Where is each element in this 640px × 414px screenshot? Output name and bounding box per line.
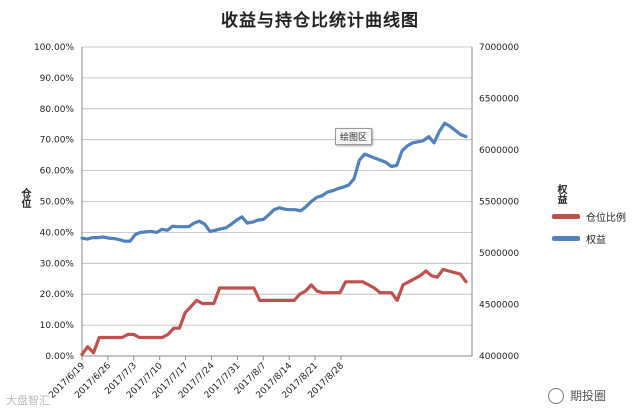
legend-swatch-equity [552, 235, 580, 241]
series-line-equity [80, 121, 468, 243]
right-tick-label: 5500000 [479, 198, 519, 208]
watermark-left: 大盘智汇 [6, 394, 50, 407]
left-tick-label: 90.00% [40, 74, 75, 84]
legend-item-position: 仓位比例 [552, 205, 626, 227]
legend: 仓位比例 权益 [552, 205, 626, 249]
series-line-position [80, 267, 468, 357]
right-tick-label: 6500000 [479, 95, 519, 105]
right-tick-label: 4500000 [479, 301, 519, 311]
left-tick-label: 80.00% [40, 105, 75, 115]
wechat-icon [548, 387, 564, 404]
left-tick-label: 20.00% [40, 290, 75, 300]
left-tick-label: 40.00% [40, 228, 75, 238]
legend-item-equity: 权益 [552, 227, 626, 249]
left-tick-label: 30.00% [40, 259, 75, 269]
right-tick-label: 7000000 [479, 43, 519, 53]
legend-label-position: 仓位比例 [586, 212, 626, 224]
left-tick-label: 70.00% [40, 136, 75, 146]
legend-swatch-position [552, 213, 580, 219]
plot-area-label: 绘图区 [335, 128, 373, 145]
watermark-right: 期投圈 [548, 387, 606, 404]
left-tick-label: 10.00% [40, 321, 75, 331]
right-tick-label: 5000000 [479, 249, 519, 259]
left-tick-label: 100.00% [34, 43, 74, 53]
right-tick-label: 4000000 [479, 352, 519, 362]
right-axis-title: 权益 [555, 184, 566, 204]
left-tick-label: 0.00% [45, 352, 74, 362]
left-tick-label: 50.00% [40, 198, 75, 208]
left-axis-title: 仓位 [19, 188, 30, 208]
watermark-right-text: 期投圈 [570, 389, 607, 403]
legend-label-equity: 权益 [586, 234, 606, 246]
chart-title: 收益与持仓比统计曲线图 [221, 11, 419, 31]
right-tick-label: 6000000 [479, 146, 519, 156]
left-tick-label: 60.00% [40, 167, 75, 177]
